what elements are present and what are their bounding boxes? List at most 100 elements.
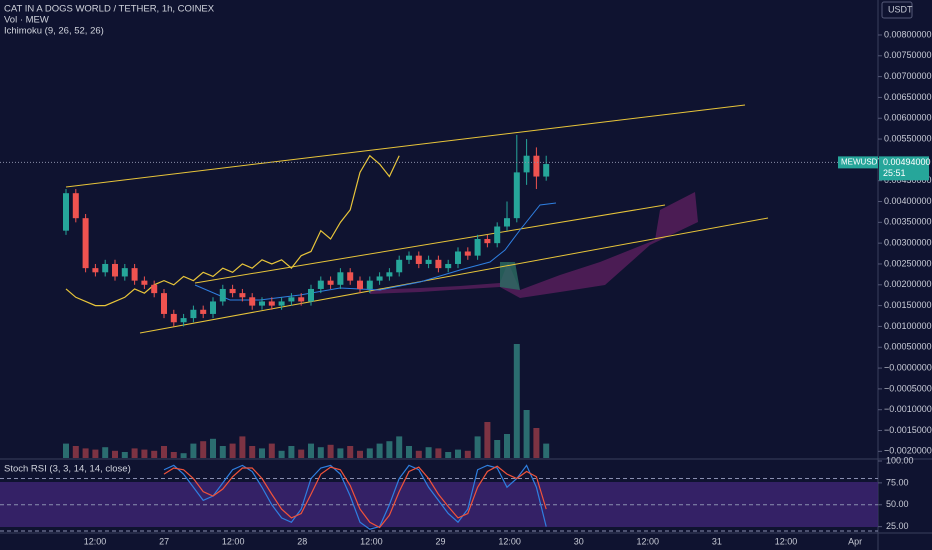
- candle-body: [308, 288, 314, 302]
- compare-line: [65, 154, 400, 307]
- candle-body: [170, 313, 177, 323]
- time-label: 31: [712, 536, 722, 546]
- time-label: 12:00: [222, 536, 245, 546]
- candle-body: [298, 297, 305, 302]
- volume-bar: [415, 450, 422, 458]
- currency[interactable]: USDT: [888, 4, 913, 14]
- y-tick-label: 0.00050000: [884, 342, 932, 352]
- volume-bar: [317, 447, 324, 458]
- y-tick-label: 0.00250000: [884, 258, 932, 268]
- volume-bar: [504, 434, 510, 458]
- volume-bar: [513, 344, 520, 458]
- candle-body: [337, 272, 344, 285]
- candle-body: [543, 164, 550, 177]
- volume-bar: [327, 444, 334, 458]
- time-label: 12:00: [775, 536, 798, 546]
- y-tick-label: 0.00150000: [884, 300, 932, 310]
- candle-body: [425, 259, 432, 264]
- volume-bar: [455, 449, 461, 458]
- candle-body: [366, 280, 373, 289]
- time-label: 12:00: [360, 536, 383, 546]
- volume-bar: [425, 447, 432, 458]
- candle-body: [112, 263, 118, 277]
- candle-body: [504, 218, 510, 227]
- candle-body: [317, 280, 324, 289]
- volume-label: Vol · MEW: [4, 15, 49, 26]
- time-label: 27: [159, 536, 169, 546]
- y-tick-label: −0.00050000: [884, 383, 932, 393]
- volume-bar: [249, 446, 256, 458]
- candle-body: [190, 309, 197, 319]
- y-tick-label: 0.00800000: [884, 29, 932, 39]
- candle-body: [82, 218, 89, 269]
- currency-box[interactable]: [881, 1, 913, 19]
- y-tick-label: 0.00550000: [884, 133, 932, 143]
- y-tick-label: 0.00400000: [884, 196, 932, 206]
- candle-body: [141, 280, 148, 285]
- symbol-label: MEWUSDT: [841, 157, 882, 166]
- volume-bar: [357, 450, 363, 458]
- candle-body: [102, 263, 109, 273]
- y-tick-label: 0.00750000: [884, 50, 932, 60]
- volume-bar: [396, 436, 403, 458]
- volume-bar: [63, 443, 69, 458]
- candle-body: [63, 193, 69, 231]
- candle-body: [180, 318, 187, 323]
- time-label: 12:00: [637, 536, 660, 546]
- price-tag: [879, 156, 929, 181]
- time-label: 12:00: [498, 536, 521, 546]
- volume-bar: [347, 446, 354, 458]
- volume-bar: [464, 450, 471, 458]
- candle-body: [376, 276, 383, 281]
- stoch-tick-label: 75.00: [886, 477, 909, 487]
- candle-body: [210, 301, 216, 314]
- candle-body: [131, 268, 138, 281]
- volume-bar: [494, 440, 501, 458]
- candle-body: [278, 301, 285, 306]
- volume-bar: [484, 422, 491, 458]
- candle-body: [406, 255, 412, 260]
- y-tick-label: −0.00200000: [884, 446, 932, 456]
- volume-bar: [445, 452, 452, 458]
- volume-bar: [102, 447, 109, 458]
- volume-bar: [259, 448, 265, 458]
- candle-body: [229, 288, 236, 294]
- indicator-label: Ichimoku (9, 26, 52, 26): [4, 26, 104, 37]
- candle-body: [464, 251, 471, 256]
- stoch-tick-label: 25.00: [886, 521, 909, 531]
- candle-body: [151, 284, 158, 294]
- stoch-band: [0, 482, 878, 527]
- candle-body: [239, 293, 246, 298]
- y-tick-label: −0.00100000: [884, 404, 932, 414]
- stoch-tick-label: 100.00: [886, 455, 914, 465]
- volume-bar: [376, 443, 383, 458]
- candle-body: [494, 226, 501, 244]
- tenkan-line: [194, 202, 557, 301]
- channel-line: [139, 217, 769, 334]
- volume-bar: [435, 448, 442, 458]
- volume-bar: [170, 452, 177, 458]
- chart-title: CAT IN A DOGS WORLD / TETHER, 1h, COINEX: [4, 4, 215, 15]
- volume-bar: [180, 453, 187, 458]
- volume-bar: [121, 452, 128, 458]
- candle-body: [357, 280, 363, 289]
- volume-bar: [386, 441, 393, 458]
- symbol-tag: [838, 156, 878, 169]
- y-tick-label: 0.00650000: [884, 92, 932, 102]
- volume-bar: [219, 446, 226, 458]
- volume-bar: [112, 450, 118, 458]
- candle-body: [92, 268, 99, 273]
- candle-body: [396, 259, 403, 273]
- time-label: 29: [435, 536, 445, 546]
- y-tick-label: 0.00200000: [884, 279, 932, 289]
- candle-body: [513, 172, 520, 219]
- volume-bar: [298, 449, 305, 458]
- stoch-label: Stoch RSI (3, 3, 14, 14, close): [4, 464, 131, 475]
- candle-body: [415, 255, 422, 264]
- volume-bar: [82, 448, 89, 458]
- candle-body: [386, 272, 393, 277]
- candle-body: [121, 268, 128, 277]
- volume-bar: [288, 446, 295, 458]
- candle-body: [259, 301, 265, 306]
